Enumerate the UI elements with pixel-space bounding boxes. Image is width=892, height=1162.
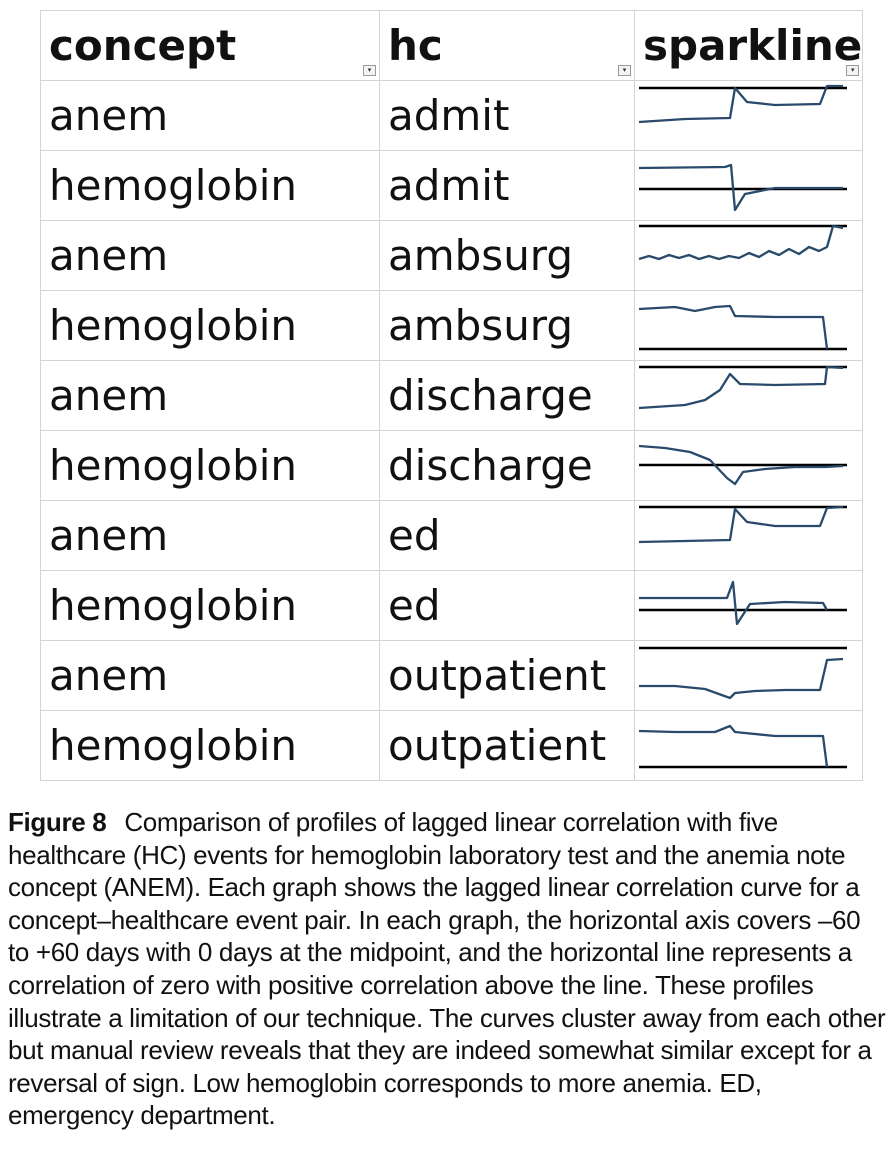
header-concept-label: concept (49, 21, 237, 70)
cell-sparkline (633, 500, 864, 571)
table-row: hemoglobin discharge (40, 430, 864, 501)
sparkline-chart (639, 646, 847, 699)
header-sparkline[interactable]: sparkline ▾ (633, 10, 864, 81)
sparkline-chart (638, 444, 847, 485)
header-hc[interactable]: hc ▾ (379, 10, 635, 81)
table-row: hemoglobin outpatient (40, 710, 864, 781)
cell-hc: discharge (379, 430, 635, 501)
caption-text: Comparison of profiles of lagged linear … (8, 807, 886, 1131)
filter-dropdown-icon[interactable]: ▾ (618, 65, 631, 76)
correlation-curve (638, 84, 843, 123)
cell-hc: ambsurg (379, 290, 635, 361)
sparkline-chart (638, 224, 847, 260)
cell-concept: hemoglobin (40, 570, 380, 641)
filter-dropdown-icon[interactable]: ▾ (363, 65, 376, 76)
cell-hc: ambsurg (379, 220, 635, 291)
filter-dropdown-icon[interactable]: ▾ (846, 65, 860, 76)
correlation-curve (638, 163, 843, 211)
cell-sparkline (633, 220, 864, 291)
sparkline-chart (638, 304, 847, 350)
cell-concept: anem (40, 500, 380, 571)
cell-sparkline (633, 80, 864, 151)
sparkline-chart (638, 724, 847, 768)
cell-sparkline (633, 360, 864, 431)
sparkline-chart (638, 84, 847, 123)
correlation-curve (638, 224, 844, 260)
correlation-curve (638, 304, 829, 349)
correlation-curve (638, 724, 829, 767)
figure-caption: Figure 8 Comparison of profiles of lagged… (8, 806, 888, 1132)
table-row: hemoglobin ed (40, 570, 864, 641)
cell-concept: hemoglobin (40, 290, 380, 361)
cell-concept: hemoglobin (40, 150, 380, 221)
table-row: anem ambsurg (40, 220, 864, 291)
cell-concept: anem (40, 360, 380, 431)
header-hc-label: hc (388, 21, 443, 70)
table-row: anem admit (40, 80, 864, 151)
cell-hc: ed (379, 570, 635, 641)
cell-concept: anem (40, 220, 380, 291)
cell-hc: admit (379, 80, 635, 151)
table-row: hemoglobin admit (40, 150, 864, 221)
cell-sparkline (633, 430, 864, 501)
sparkline-table: concept ▾ hc ▾ sparkline ▾ anem admit hemoglo… (40, 10, 864, 781)
cell-sparkline (633, 150, 864, 221)
cell-concept: hemoglobin (40, 430, 380, 501)
header-concept[interactable]: concept ▾ (40, 10, 380, 81)
header-sparkline-label: sparkline (643, 21, 863, 70)
cell-concept: hemoglobin (40, 710, 380, 781)
cell-sparkline (633, 290, 864, 361)
table-row: anem outpatient (40, 640, 864, 711)
table-row: hemoglobin ambsurg (40, 290, 864, 361)
correlation-curve (638, 505, 844, 543)
sparkline-chart (638, 163, 847, 211)
cell-sparkline (633, 640, 864, 711)
table-row: anem ed (40, 500, 864, 571)
cell-concept: anem (40, 80, 380, 151)
correlation-curve (638, 365, 844, 409)
sparkline-chart (639, 580, 847, 625)
cell-hc: outpatient (379, 710, 635, 781)
cell-sparkline (633, 570, 864, 641)
header-row: concept ▾ hc ▾ sparkline ▾ (40, 10, 864, 81)
sparkline-chart (638, 505, 847, 543)
cell-hc: discharge (379, 360, 635, 431)
correlation-curve (639, 580, 828, 625)
correlation-curve (639, 657, 844, 699)
correlation-curve (638, 444, 844, 485)
table-row: anem discharge (40, 360, 864, 431)
cell-concept: anem (40, 640, 380, 711)
cell-hc: ed (379, 500, 635, 571)
sparkline-chart (638, 365, 847, 409)
cell-hc: admit (379, 150, 635, 221)
cell-hc: outpatient (379, 640, 635, 711)
cell-sparkline (633, 710, 864, 781)
figure-label: Figure 8 (8, 807, 107, 837)
